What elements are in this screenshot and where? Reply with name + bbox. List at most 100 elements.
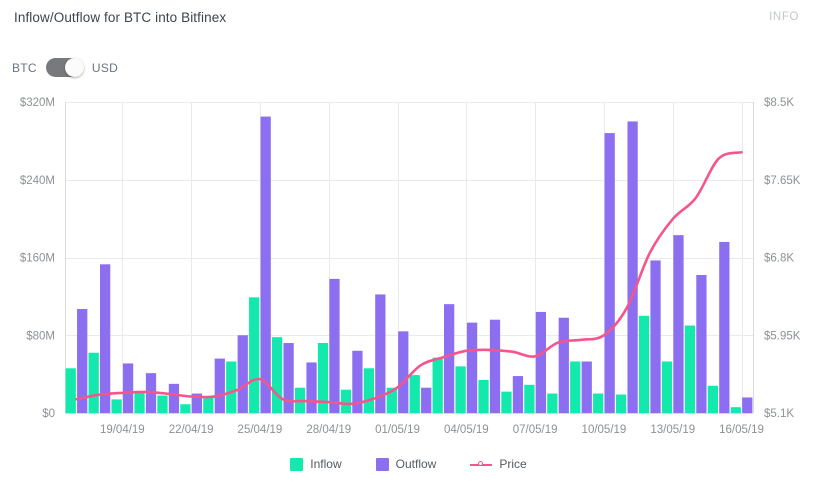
- chart-plot-area[interactable]: $0 $80M $160M $240M $320M $5.1K $5.95K $6.8K $7.…: [0, 88, 817, 443]
- bar-inflow[interactable]: [272, 337, 283, 413]
- bar-inflow[interactable]: [570, 361, 581, 413]
- bar-inflow[interactable]: [638, 315, 650, 413]
- bar-inflow[interactable]: [547, 393, 558, 413]
- legend-label-outflow: Outflow: [395, 457, 437, 471]
- y-axis-left-tick-label: $80M: [26, 330, 55, 342]
- x-axis-tick-label: 01/05/19: [375, 424, 420, 436]
- x-axis-tick-label: 07/05/19: [513, 424, 558, 436]
- bar-outflow[interactable]: [214, 358, 225, 413]
- bar-inflow[interactable]: [684, 325, 696, 413]
- bar-outflow[interactable]: [466, 322, 478, 413]
- bar-inflow[interactable]: [249, 297, 260, 413]
- bar-outflow[interactable]: [237, 335, 248, 413]
- legend-label-price: Price: [499, 457, 527, 471]
- bar-outflow[interactable]: [260, 116, 271, 413]
- legend-swatch-inflow: [290, 457, 304, 471]
- unit-label-btc: BTC: [12, 60, 37, 75]
- bar-outflow[interactable]: [535, 311, 546, 413]
- bar-outflow[interactable]: [375, 294, 386, 413]
- x-axis-tick-label: 10/05/19: [582, 424, 627, 436]
- x-axis-tick-label: 28/04/19: [306, 424, 351, 436]
- x-axis-tick-label: 19/04/19: [100, 424, 145, 436]
- bar-inflow[interactable]: [363, 368, 374, 413]
- info-button[interactable]: INFO: [769, 11, 799, 23]
- inflow-outflow-chart[interactable]: $0 $80M $160M $240M $320M $5.1K $5.95K $6.8K $7.…: [0, 88, 817, 443]
- x-axis-tick-label: 04/05/19: [444, 424, 489, 436]
- unit-toggle-switch[interactable]: [45, 58, 84, 77]
- bar-inflow[interactable]: [65, 368, 76, 413]
- bar-outflow[interactable]: [650, 260, 661, 413]
- bar-outflow[interactable]: [283, 343, 294, 413]
- bar-inflow[interactable]: [88, 352, 99, 413]
- bar-outflow[interactable]: [719, 241, 730, 413]
- bar-inflow[interactable]: [157, 395, 168, 413]
- bar-outflow[interactable]: [398, 331, 409, 413]
- x-axis-tick-label: 25/04/19: [238, 424, 283, 436]
- bar-outflow[interactable]: [512, 376, 524, 413]
- legend-swatch-outflow: [375, 457, 389, 471]
- legend-marker-price: [470, 458, 493, 471]
- bar-outflow[interactable]: [77, 309, 88, 413]
- bar-inflow[interactable]: [386, 387, 397, 413]
- y-axis-right-tick-label: $8.5K: [764, 97, 794, 109]
- bar-inflow[interactable]: [432, 357, 443, 413]
- bar-outflow[interactable]: [627, 121, 638, 413]
- bar-outflow[interactable]: [306, 362, 317, 413]
- x-axis-tick-label: 13/05/19: [650, 424, 695, 436]
- bar-inflow[interactable]: [203, 397, 214, 413]
- y-axis-right-tick-label: $5.95K: [764, 330, 801, 342]
- bar-inflow[interactable]: [661, 361, 673, 413]
- y-axis-right-tick-label: $7.65K: [764, 175, 801, 187]
- bar-inflow[interactable]: [317, 343, 329, 413]
- chart-legend: Inflow Outflow Price: [0, 457, 817, 471]
- legend-item-outflow[interactable]: Outflow: [375, 457, 437, 471]
- x-axis-tick-label: 22/04/19: [169, 424, 214, 436]
- x-axis-tick-label: 16/05/19: [719, 424, 764, 436]
- bar-inflow[interactable]: [455, 366, 466, 413]
- bar-inflow[interactable]: [524, 384, 535, 413]
- bar-inflow[interactable]: [134, 391, 145, 413]
- bar-inflow[interactable]: [501, 391, 512, 413]
- bar-outflow[interactable]: [329, 278, 340, 413]
- bar-outflow[interactable]: [673, 235, 684, 413]
- page-title: Inflow/Outflow for BTC into Bitfinex: [14, 9, 227, 25]
- bar-inflow[interactable]: [340, 389, 352, 413]
- bar-inflow[interactable]: [226, 361, 237, 413]
- bar-outflow[interactable]: [558, 317, 569, 413]
- bar-outflow[interactable]: [352, 350, 363, 413]
- bar-inflow[interactable]: [478, 379, 489, 413]
- unit-label-usd: USD: [91, 60, 119, 75]
- bar-outflow[interactable]: [191, 393, 202, 413]
- bar-inflow[interactable]: [409, 375, 420, 413]
- unit-toggle-row: BTC USD: [12, 58, 118, 77]
- price-line[interactable]: [75, 151, 743, 406]
- y-axis-left-tick-label: $320M: [20, 97, 55, 109]
- toggle-knob: [64, 58, 84, 77]
- y-axis-left-tick-label: $240M: [20, 175, 55, 187]
- bar-outflow[interactable]: [168, 383, 180, 413]
- bar-outflow[interactable]: [122, 363, 134, 413]
- bar-outflow[interactable]: [742, 397, 753, 413]
- legend-item-inflow[interactable]: Inflow: [290, 457, 342, 471]
- bar-inflow[interactable]: [111, 399, 122, 413]
- y-axis-left-tick-label: $160M: [20, 253, 55, 265]
- y-axis-right-tick-label: $5.1K: [764, 408, 794, 420]
- bar-inflow[interactable]: [593, 393, 604, 413]
- bar-outflow[interactable]: [421, 387, 432, 413]
- legend-item-price[interactable]: Price: [470, 457, 527, 471]
- bar-inflow[interactable]: [616, 394, 627, 413]
- widget-header: Inflow/Outflow for BTC into Bitfinex INF…: [0, 0, 817, 34]
- bar-outflow[interactable]: [581, 361, 592, 413]
- bar-inflow[interactable]: [180, 404, 191, 413]
- bar-outflow[interactable]: [100, 264, 111, 413]
- bar-inflow[interactable]: [730, 407, 741, 413]
- bar-outflow[interactable]: [489, 319, 501, 413]
- bar-outflow[interactable]: [696, 274, 707, 413]
- bar-inflow[interactable]: [707, 385, 718, 413]
- y-axis-left-tick-label: $0: [42, 408, 55, 420]
- bar-outflow[interactable]: [444, 304, 455, 413]
- bar-outflow[interactable]: [604, 133, 615, 413]
- y-axis-right-tick-label: $6.8K: [764, 253, 794, 265]
- legend-label-inflow: Inflow: [310, 457, 342, 471]
